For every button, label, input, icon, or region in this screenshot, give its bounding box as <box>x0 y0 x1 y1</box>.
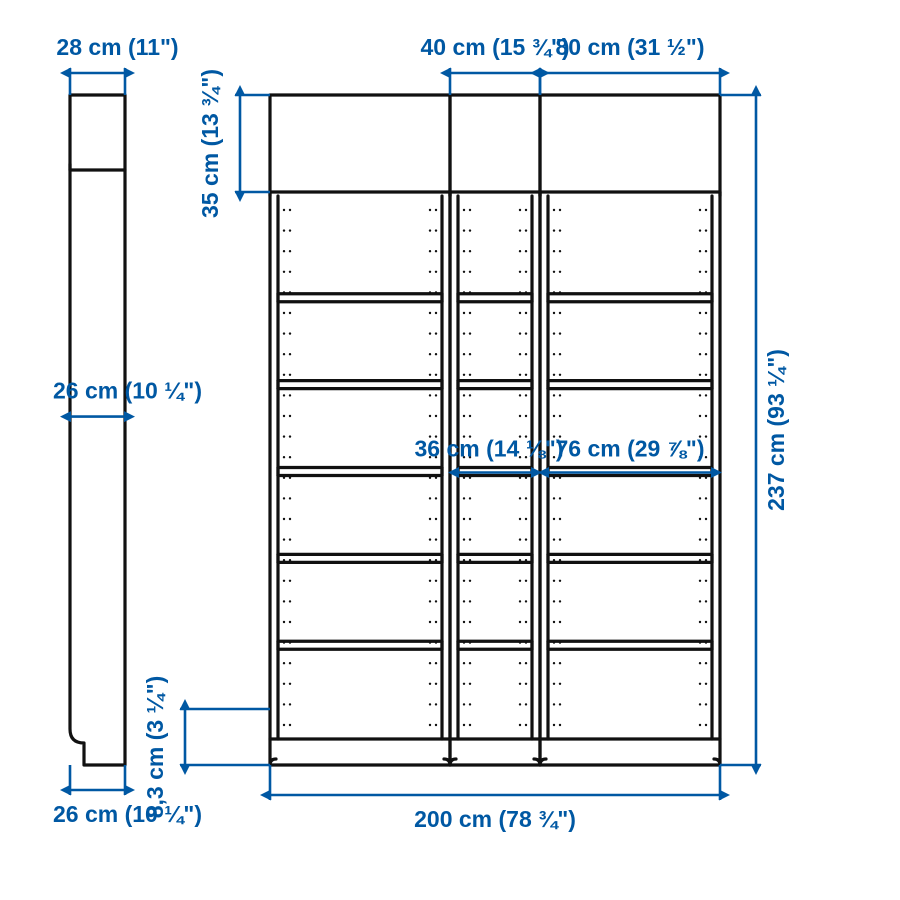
dim-label-top_shelf_h: 35 cm (13 ¾") <box>197 69 223 218</box>
dim-label-depth_bottom: 26 cm (10 ¼") <box>53 801 202 827</box>
dim-label-inner_mid: 36 cm (14 ⅛") <box>415 436 564 462</box>
dim-label-width_mid: 40 cm (15 ¾") <box>421 34 570 60</box>
dim-label-width_right: 80 cm (31 ½") <box>556 34 705 60</box>
dim-label-depth_mid: 26 cm (10 ¼") <box>53 378 202 404</box>
dimension-diagram: 28 cm (11") 26 cm (10 ¼") 26 cm (10 ¼") 35 … <box>0 0 900 900</box>
dim-label-depth_top: 28 cm (11") <box>56 34 178 60</box>
dim-label-total_w: 200 cm (78 ¾") <box>414 806 576 832</box>
dim-label-total_h: 237 cm (93 ¼") <box>763 349 789 511</box>
dim-label-inner_right: 76 cm (29 ⅞") <box>556 436 705 462</box>
dim-label-base_h: 8,3 cm (3 ¼") <box>142 676 168 819</box>
